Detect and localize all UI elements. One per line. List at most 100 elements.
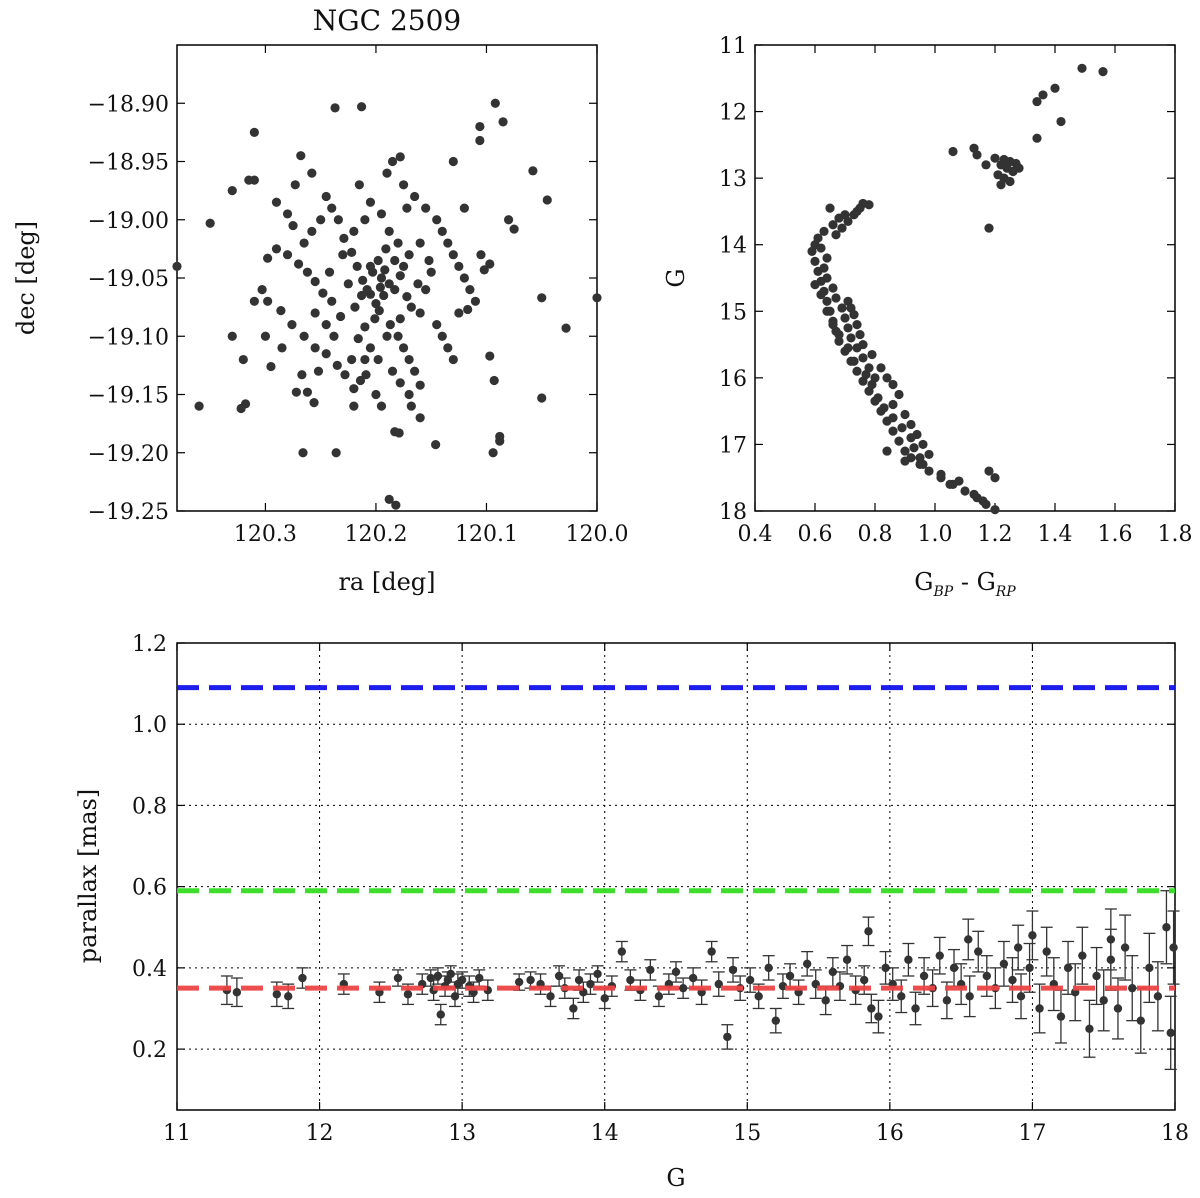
sky-point [271,197,282,207]
sky-point [287,320,297,330]
cmd-point [915,453,925,463]
sky-point [376,209,387,219]
x-tick-label: 1.0 [918,522,953,547]
parallax-point [942,996,952,1005]
cmd-x-label-sub1: BP [932,584,953,600]
sky-point [338,250,348,260]
x-tick-label: 1.8 [1158,522,1193,547]
sky-point [360,322,370,332]
parallax-point [1025,963,1034,973]
cmd-point [849,356,859,366]
sky-point [404,354,414,365]
parallax-point [1092,971,1101,981]
parallax-point [881,963,890,973]
sky-point [404,389,414,400]
sky-point [459,203,469,213]
parallax-point [1162,923,1171,932]
sky-point [489,375,499,386]
parallax-x-label: G [666,1164,685,1192]
sky-point [394,428,404,438]
sky-point [331,448,341,458]
y-tick-label: 0.8 [132,794,167,819]
parallax-point [1166,1028,1175,1038]
cmd-point [969,489,979,499]
cmd-x-label-g2: G [977,568,996,596]
cmd-y-label: G [662,268,690,287]
cmd-point [990,505,1000,515]
parallax-point [433,971,443,981]
parallax-point [707,947,716,956]
sky-point [347,354,357,365]
cmd-point [855,329,865,340]
parallax-point [802,959,812,969]
parallax-point [1035,1004,1044,1013]
sky-point [249,296,259,306]
sky-point [395,314,405,324]
sky-point [360,215,370,225]
parallax-point [626,975,635,985]
sky-point [490,98,500,108]
parallax-point [764,963,773,973]
cmd-point [972,150,982,160]
sky-point [354,180,364,190]
x-tick-label: 12 [306,1121,334,1146]
sky-point [360,354,370,365]
y-tick-label: 0.6 [132,876,167,901]
sky-point [361,370,371,380]
sky-point [382,331,392,341]
sky-point [380,265,390,275]
cmd-point [960,486,970,496]
x-tick-label: 16 [876,1121,904,1146]
sky-point [384,494,394,504]
sky-point [309,398,319,408]
cmd-point [906,433,916,443]
parallax-point [688,973,698,983]
sky-point [227,186,237,196]
cmd-point [879,403,889,413]
sky-point [343,279,353,289]
sky-point [542,195,552,205]
sky-point [432,215,442,225]
sky-point [293,259,304,269]
sky-point [498,117,508,127]
sky-point [390,285,400,295]
sky-title: NGC 2509 [313,4,461,37]
sky-point [307,226,317,236]
parallax-point [436,1010,445,1019]
parallax-point [1063,963,1073,973]
sky-point [503,215,514,225]
cmd-point [831,293,841,303]
cmd-point [1038,90,1048,100]
cmd-point [909,443,919,453]
sky-point [240,399,251,409]
cmd-point [822,306,832,316]
y-tick-label: −19.00 [88,209,169,234]
sky-point [475,135,485,146]
sky-point [299,331,309,341]
parallax-point [974,947,983,956]
sky-point [413,279,423,289]
cmd-point [843,343,853,353]
sky-point [398,180,409,190]
parallax-point [965,992,974,1001]
x-tick-label: 120.2 [344,522,407,547]
sky-point [365,343,376,353]
sky-point [393,238,403,248]
sky-point [313,366,324,376]
cmd-x-label: GBP - GRP [914,568,1016,600]
parallax-point [1008,975,1017,985]
sky-point [365,261,376,271]
sky-point [488,448,498,458]
sky-point [356,290,367,301]
sky-point [172,261,182,271]
parallax-point [475,973,484,983]
y-tick-label: 17 [719,433,747,458]
cmd-point [810,256,820,266]
parallax-point [646,965,655,975]
sky-point [382,168,392,178]
parallax-point [1056,1012,1066,1021]
cmd-point [1014,163,1024,173]
parallax-panel: 11 12 13 14 15 16 17 18 0.2 0.4 0.6 0.8 1.0 1.2 G par… [74,632,1189,1192]
sky-point [321,320,331,330]
sky-point [291,387,301,397]
